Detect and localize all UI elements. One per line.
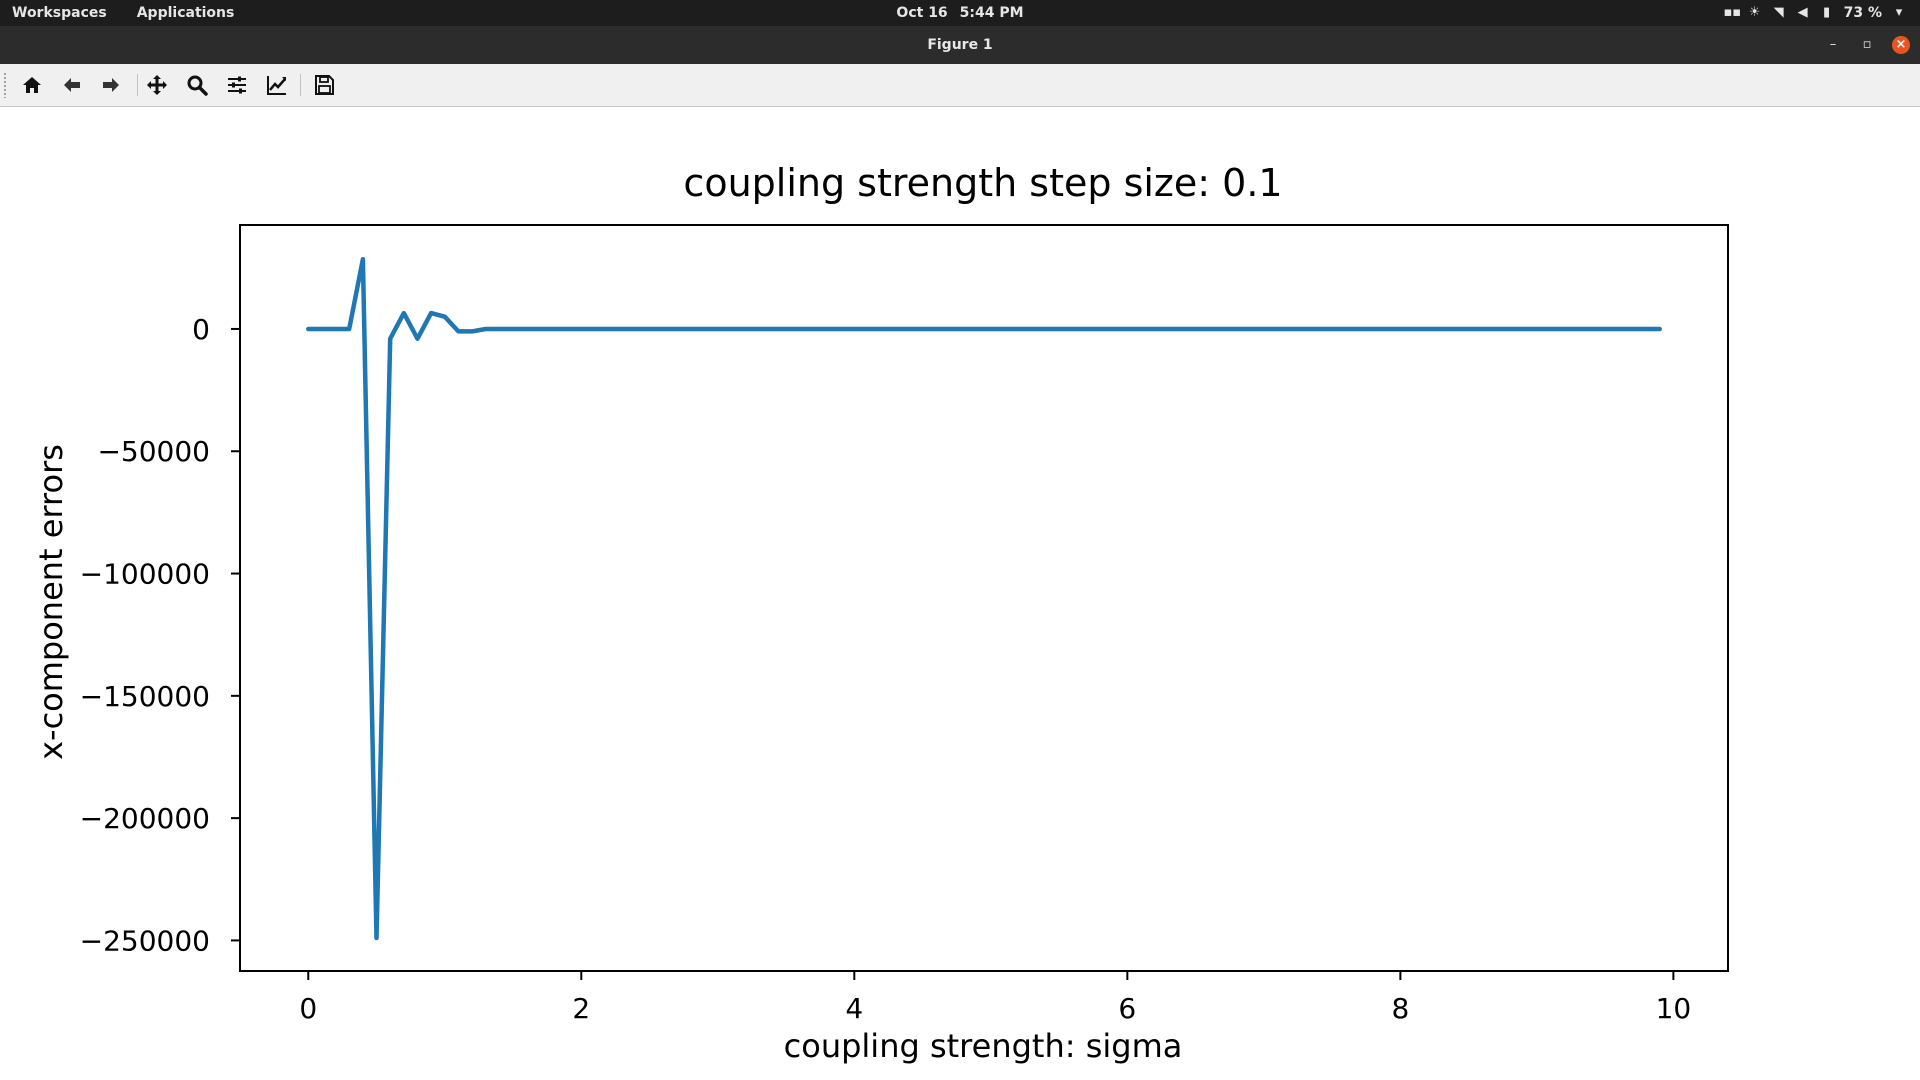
back-arrow-icon [64, 78, 80, 92]
toolbar-separator [137, 74, 138, 96]
x-tick-label: 4 [845, 992, 863, 1025]
y-tick-label: −100000 [80, 558, 210, 591]
zoom-icon [187, 75, 208, 96]
x-tick-label: 6 [1118, 992, 1136, 1025]
window-title: Figure 1 [927, 37, 993, 53]
window-title-bar[interactable]: Figure 1 – ▫ × [0, 26, 1920, 64]
back-button[interactable] [58, 71, 86, 99]
series-group [306, 256, 1662, 941]
battery-percentage[interactable]: 73 % [1843, 5, 1882, 21]
configure-subplots-icon [228, 76, 246, 94]
edit-axis-icon [267, 76, 286, 95]
clock-date[interactable]: Oct 16 [896, 5, 948, 21]
pan-button[interactable] [143, 71, 171, 99]
x-tick-label: 0 [299, 992, 317, 1025]
applications-menu[interactable]: Applications [136, 5, 235, 21]
toolbar-separator [300, 74, 301, 96]
toolbar-grip[interactable] [3, 72, 7, 98]
forward-button[interactable] [97, 71, 125, 99]
line-chart[interactable]: coupling strength step size: 0.1 0 2 4 6 8 10… [0, 107, 1920, 1080]
brightness-icon[interactable]: ☀ [1748, 5, 1761, 20]
save-button[interactable] [310, 71, 338, 99]
clock-time[interactable]: 5:44 PM [959, 5, 1024, 21]
x-tick-label: 10 [1656, 992, 1692, 1025]
configure-subplots-button[interactable] [223, 71, 251, 99]
forward-arrow-icon [103, 78, 119, 92]
x-axis-label: coupling strength: sigma [784, 1027, 1183, 1065]
zoom-button[interactable] [183, 71, 211, 99]
figure-canvas[interactable]: coupling strength step size: 0.1 0 2 4 6 8 10… [0, 107, 1920, 1080]
series-line [306, 256, 1662, 941]
y-axis-label: x-component errors [32, 444, 70, 760]
home-icon [23, 77, 41, 93]
battery-icon[interactable]: ▮ [1823, 5, 1831, 20]
y-axis: 0 −50000 −100000 −150000 −200000 −250000 [80, 313, 240, 957]
workspaces-menu[interactable]: Workspaces [12, 5, 107, 21]
x-tick-label: 8 [1391, 992, 1409, 1025]
maximize-button[interactable]: ▫ [1862, 37, 1872, 52]
x-axis: 0 2 4 6 8 10 [299, 971, 1691, 1025]
edit-axis-button[interactable] [263, 71, 291, 99]
system-top-bar: Workspaces Applications Oct 16 5:44 PM ▪… [0, 0, 1920, 26]
y-tick-label: −200000 [80, 802, 210, 835]
close-button[interactable]: × [1892, 36, 1910, 54]
save-icon [315, 75, 334, 95]
home-button[interactable] [18, 71, 46, 99]
screen-icon[interactable]: ▪▪ [1723, 5, 1742, 20]
chart-title: coupling strength step size: 0.1 [683, 161, 1282, 205]
volume-icon[interactable]: ◀ [1797, 5, 1808, 20]
minimize-button[interactable]: – [1829, 37, 1837, 52]
wifi-icon[interactable]: ◥ [1773, 5, 1784, 20]
axes-frame [239, 224, 1729, 972]
y-tick-label: −250000 [80, 924, 210, 957]
chevron-down-icon[interactable]: ▾ [1895, 5, 1903, 20]
figure-toolbar [0, 64, 1920, 107]
y-tick-label: 0 [192, 313, 210, 346]
pan-icon [147, 75, 167, 95]
y-tick-label: −150000 [80, 680, 210, 713]
x-tick-label: 2 [572, 992, 590, 1025]
y-tick-label: −50000 [97, 435, 210, 468]
